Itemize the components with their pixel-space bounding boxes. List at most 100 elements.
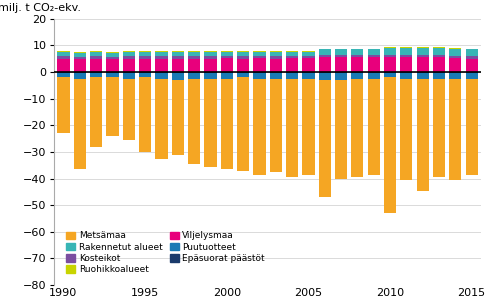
Bar [74,72,86,73]
Bar [155,52,167,56]
Bar [351,49,363,50]
Bar [433,57,445,72]
Bar [449,72,462,73]
Bar [270,79,282,172]
Bar [57,72,70,73]
Bar [270,56,282,59]
Bar [368,73,380,79]
Bar [253,56,266,58]
Bar [449,73,462,79]
Bar [106,53,118,56]
Bar [220,51,233,52]
Bar [351,73,363,79]
Bar [74,59,86,72]
Bar [368,49,380,50]
Bar [384,77,396,213]
Bar [384,48,396,55]
Bar [384,55,396,57]
Bar [416,73,429,79]
Bar [384,72,396,73]
Bar [204,72,217,73]
Bar [368,79,380,175]
Bar [270,52,282,56]
Bar [465,49,478,50]
Bar [172,52,184,56]
Bar [139,77,151,152]
Bar [90,52,102,56]
Bar [335,80,347,178]
Bar [204,79,217,167]
Bar [368,55,380,57]
Bar [220,52,233,56]
Bar [57,73,70,77]
Bar [106,52,118,53]
Bar [188,73,200,79]
Bar [319,73,331,80]
Bar [155,79,167,159]
Bar [253,73,266,79]
Bar [351,72,363,73]
Bar [237,73,249,77]
Bar [384,57,396,72]
Bar [139,59,151,72]
Bar [123,51,135,52]
Bar [465,50,478,56]
Bar [433,79,445,177]
Bar [368,57,380,72]
Bar [335,55,347,57]
Bar [465,72,478,73]
Bar [319,80,331,197]
Bar [253,52,266,56]
Bar [237,59,249,72]
Bar [416,47,429,48]
Bar [253,51,266,52]
Bar [90,51,102,52]
Bar [465,79,478,175]
Bar [123,79,135,140]
Bar [368,72,380,73]
Bar [237,51,249,52]
Bar [155,56,167,59]
Bar [302,52,315,56]
Bar [139,51,151,52]
Bar [74,53,86,56]
Bar [106,77,118,136]
Bar [335,57,347,72]
Bar [286,72,298,73]
Bar [449,58,462,72]
Bar [270,51,282,52]
Bar [57,59,70,72]
Bar [286,73,298,79]
Bar [237,52,249,56]
Bar [123,56,135,59]
Bar [416,48,429,55]
Bar [384,73,396,77]
Bar [155,73,167,79]
Bar [302,56,315,58]
Bar [57,52,70,56]
Bar [384,47,396,48]
Bar [188,79,200,164]
Bar [433,48,445,55]
Bar [74,56,86,59]
Bar [188,52,200,56]
Bar [416,79,429,191]
Bar [351,55,363,57]
Bar [204,56,217,59]
Bar [220,79,233,169]
Bar [319,72,331,73]
Bar [188,51,200,52]
Bar [302,51,315,52]
Bar [449,48,462,49]
Bar [237,77,249,171]
Bar [335,50,347,55]
Bar [123,72,135,73]
Bar [286,56,298,58]
Bar [368,50,380,55]
Bar [416,72,429,73]
Bar [155,72,167,73]
Bar [302,58,315,72]
Bar [400,73,412,79]
Bar [335,72,347,73]
Bar [319,49,331,50]
